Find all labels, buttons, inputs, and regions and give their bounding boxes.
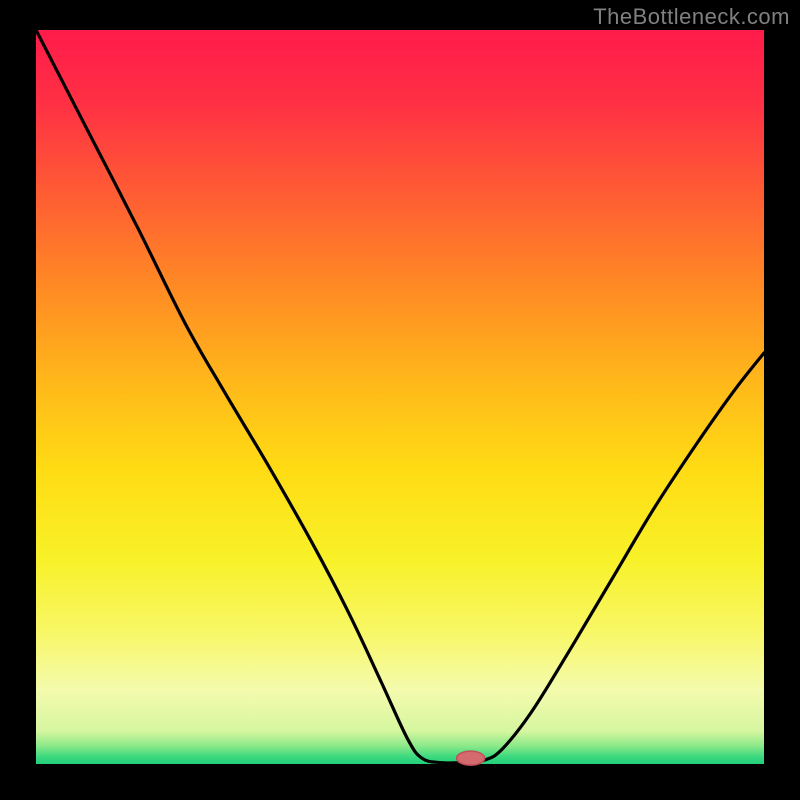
watermark-text: TheBottleneck.com	[593, 4, 790, 30]
chart-background	[36, 30, 764, 764]
optimum-marker	[457, 751, 485, 765]
